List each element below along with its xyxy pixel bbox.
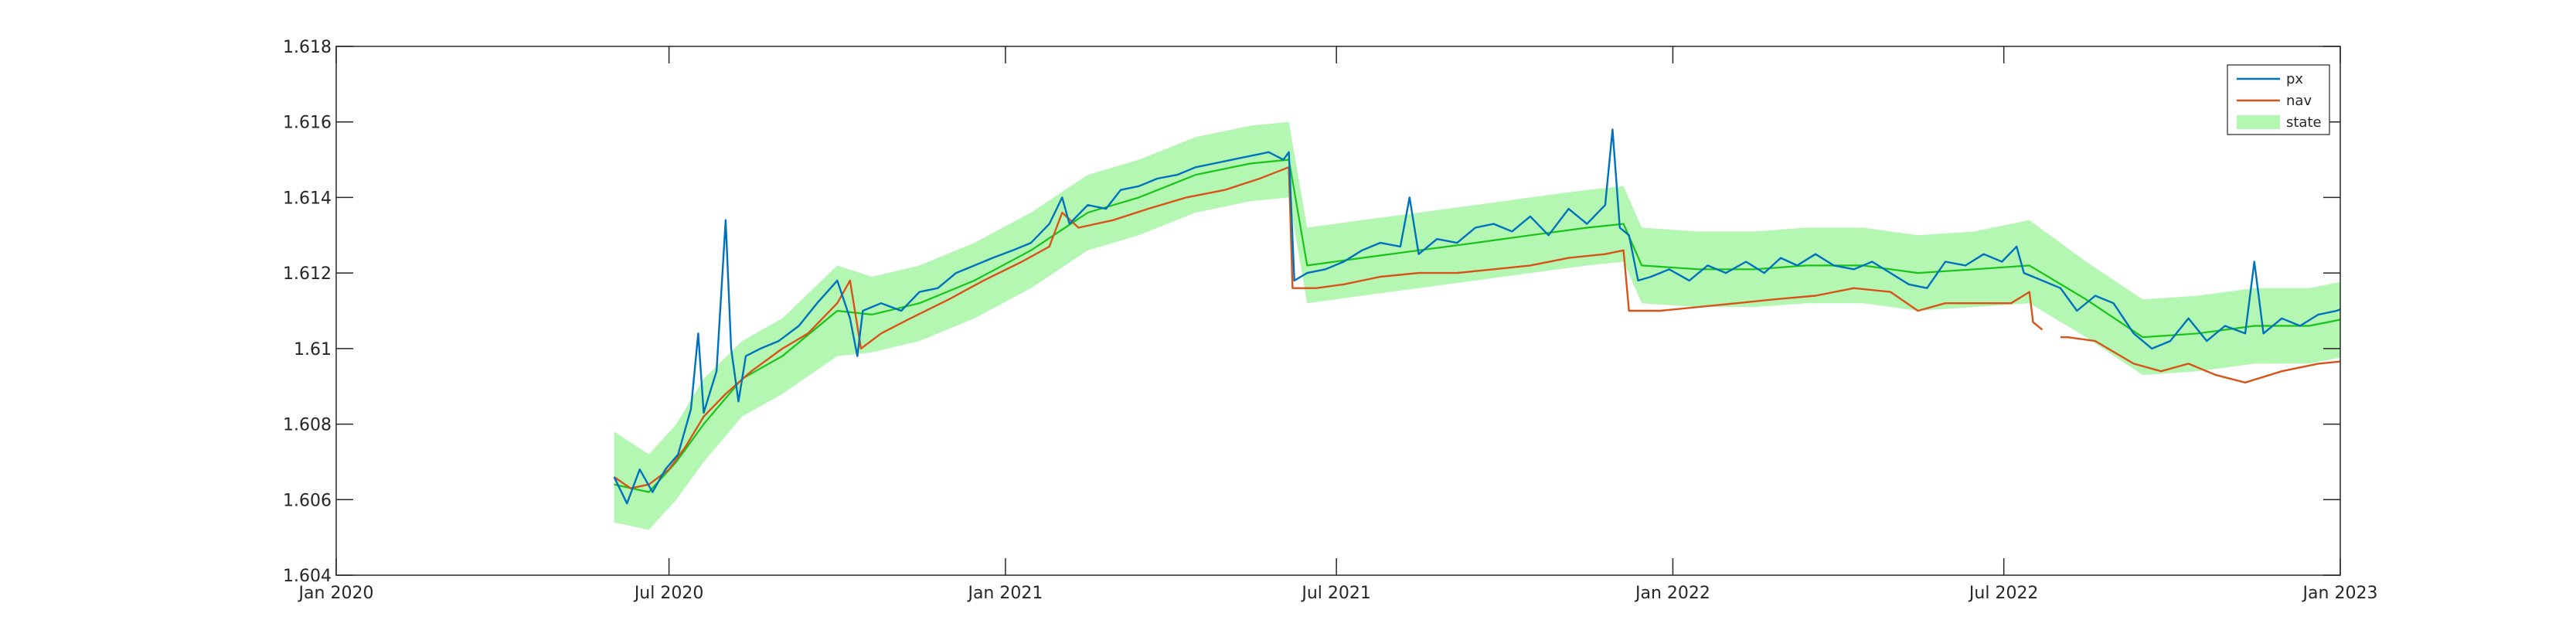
series-line-state [614,158,2340,493]
state-band [614,121,2340,530]
y-tick-label: 1.606 [283,491,332,510]
x-tick-label: Jan 2023 [2302,584,2378,603]
series-line-px [613,128,2340,505]
y-tick-label: 1.618 [283,38,332,57]
x-tick-label: Jan 2021 [966,584,1043,603]
legend-label-px: px [2286,71,2303,87]
x-axis: Jan 2020 Jul 2020 Jan 2021 Jul 2021 Jan 2022… [298,46,2378,603]
x-tick-label: Jan 2022 [1634,584,1710,603]
x-tick-label: Jul 2020 [633,584,704,603]
y-tick-label: 1.604 [283,567,332,586]
axes-box [335,46,2341,576]
y-tick-label: 1.612 [283,264,332,284]
y-tick-label: 1.61 [294,340,332,359]
legend-label-nav: nav [2286,93,2312,109]
y-axis: 1.604 1.606 1.608 1.61 1.612 1.614 1.616 1.618 [283,38,2340,586]
x-tick-label: Jan 2020 [298,584,374,603]
x-tick-label: Jul 2022 [1968,584,2039,603]
x-tick-label: Jul 2021 [1300,584,1371,603]
y-tick-label: 1.616 [283,114,332,133]
y-tick-label: 1.614 [283,189,332,208]
y-tick-label: 1.608 [283,416,332,435]
legend-label-state: state [2286,114,2322,131]
legend: px nav state [2227,64,2330,135]
legend-swatch-state [2237,115,2280,129]
